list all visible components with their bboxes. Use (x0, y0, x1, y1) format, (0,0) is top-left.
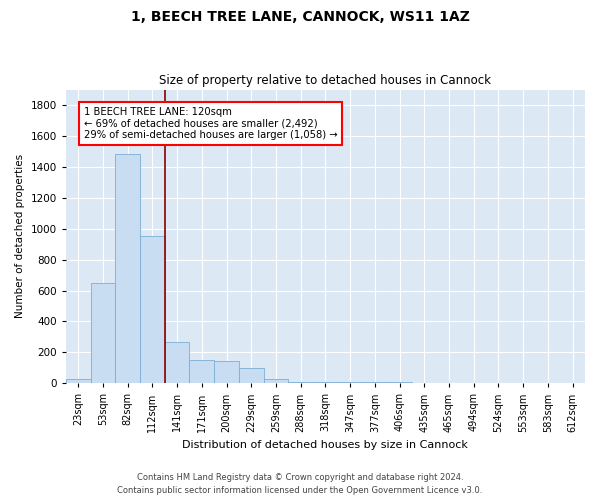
Bar (115, 154, 140, 384)
Text: Contains HM Land Registry data © Crown copyright and database right 2024.
Contai: Contains HM Land Registry data © Crown c… (118, 474, 482, 495)
X-axis label: Distribution of detached houses by size in Cannock: Distribution of detached houses by size … (182, 440, 469, 450)
Bar (313, 382, 338, 384)
Bar (165, 342, 190, 384)
Bar (190, 360, 214, 384)
Title: Size of property relative to detached houses in Cannock: Size of property relative to detached ho… (160, 74, 491, 87)
Y-axis label: Number of detached properties: Number of detached properties (15, 154, 25, 318)
Bar (263, 378, 289, 384)
Bar (214, 361, 239, 384)
Bar (239, 368, 263, 384)
Bar (387, 382, 412, 384)
Bar (140, 236, 165, 384)
Text: 1, BEECH TREE LANE, CANNOCK, WS11 1AZ: 1, BEECH TREE LANE, CANNOCK, WS11 1AZ (131, 10, 469, 24)
Bar (66, 378, 91, 384)
Bar (362, 382, 387, 384)
Text: 1 BEECH TREE LANE: 120sqm
← 69% of detached houses are smaller (2,492)
29% of se: 1 BEECH TREE LANE: 120sqm ← 69% of detac… (83, 107, 337, 140)
Bar (338, 382, 362, 384)
Bar (289, 382, 313, 384)
Bar (91, 283, 115, 384)
